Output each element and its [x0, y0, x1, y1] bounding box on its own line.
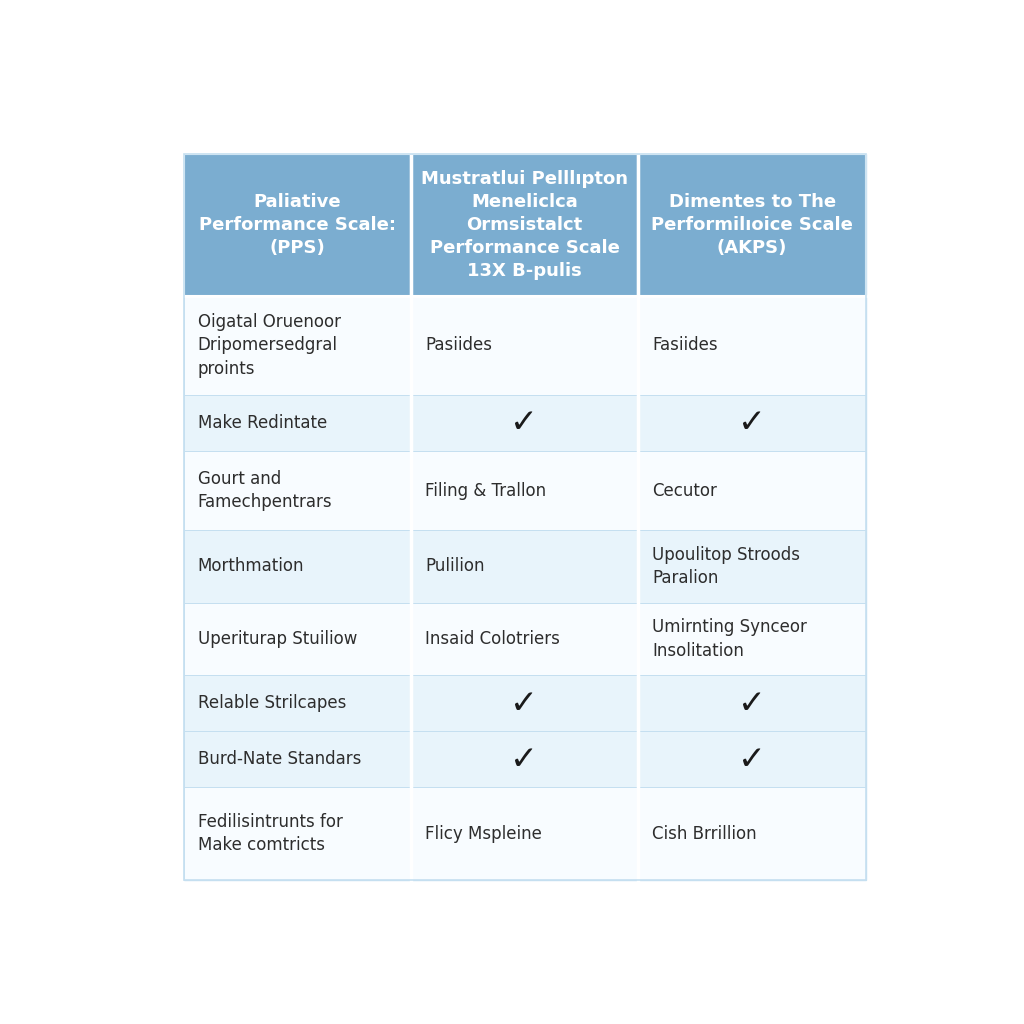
FancyBboxPatch shape — [183, 675, 411, 731]
Text: Pulilion: Pulilion — [425, 557, 484, 575]
FancyBboxPatch shape — [183, 451, 411, 530]
Text: Uperiturap Stuiliow: Uperiturap Stuiliow — [198, 630, 357, 648]
Text: Flicy Mspleine: Flicy Mspleine — [425, 824, 542, 843]
FancyBboxPatch shape — [411, 451, 638, 530]
FancyBboxPatch shape — [183, 395, 411, 451]
Text: Pasiides: Pasiides — [425, 336, 493, 354]
FancyBboxPatch shape — [411, 603, 638, 675]
FancyBboxPatch shape — [411, 296, 638, 395]
FancyBboxPatch shape — [183, 603, 411, 675]
FancyBboxPatch shape — [183, 155, 866, 880]
FancyBboxPatch shape — [411, 787, 638, 880]
FancyBboxPatch shape — [638, 451, 866, 530]
Text: ✓: ✓ — [510, 687, 539, 720]
Text: Upoulitop Stroods
Paralion: Upoulitop Stroods Paralion — [652, 546, 801, 587]
FancyBboxPatch shape — [638, 603, 866, 675]
Text: Mustratlui Pelllıpton
Meneliclca
Ormsistalct
Performance Scale
13X B-pulis: Mustratlui Pelllıpton Meneliclca Ormsist… — [421, 170, 628, 280]
FancyBboxPatch shape — [638, 787, 866, 880]
Text: Fedilisintrunts for
Make comtricts: Fedilisintrunts for Make comtricts — [198, 813, 343, 854]
FancyBboxPatch shape — [411, 395, 638, 451]
Text: Dimentes to The
Performilıoice Scale
(AKPS): Dimentes to The Performilıoice Scale (AK… — [651, 194, 853, 257]
Text: ✓: ✓ — [510, 407, 539, 439]
Text: Gourt and
Famechpentrars: Gourt and Famechpentrars — [198, 470, 333, 511]
Text: Oigatal Oruenoor
Dripomersedgral
proints: Oigatal Oruenoor Dripomersedgral proints — [198, 312, 341, 378]
FancyBboxPatch shape — [638, 530, 866, 603]
Text: Make Redintate: Make Redintate — [198, 414, 327, 432]
FancyBboxPatch shape — [183, 731, 411, 787]
Text: ✓: ✓ — [738, 687, 766, 720]
Text: Umirnting Synceor
Insolitation: Umirnting Synceor Insolitation — [652, 618, 807, 659]
Text: ✓: ✓ — [510, 742, 539, 776]
Text: ✓: ✓ — [738, 742, 766, 776]
FancyBboxPatch shape — [638, 731, 866, 787]
FancyBboxPatch shape — [638, 395, 866, 451]
Text: Paliative
Performance Scale:
(PPS): Paliative Performance Scale: (PPS) — [199, 194, 395, 257]
Text: Insaid Colotriers: Insaid Colotriers — [425, 630, 560, 648]
FancyBboxPatch shape — [183, 155, 411, 296]
Text: Burd-Nate Standars: Burd-Nate Standars — [198, 751, 361, 768]
FancyBboxPatch shape — [411, 530, 638, 603]
Text: ✓: ✓ — [738, 407, 766, 439]
FancyBboxPatch shape — [638, 155, 866, 296]
FancyBboxPatch shape — [411, 155, 638, 296]
FancyBboxPatch shape — [411, 731, 638, 787]
FancyBboxPatch shape — [411, 675, 638, 731]
Text: Cish Brrillion: Cish Brrillion — [652, 824, 757, 843]
FancyBboxPatch shape — [183, 296, 411, 395]
Text: Relable Strilcapes: Relable Strilcapes — [198, 694, 346, 713]
Text: Morthmation: Morthmation — [198, 557, 304, 575]
FancyBboxPatch shape — [183, 530, 411, 603]
FancyBboxPatch shape — [638, 675, 866, 731]
FancyBboxPatch shape — [638, 296, 866, 395]
Text: Cecutor: Cecutor — [652, 481, 717, 500]
FancyBboxPatch shape — [183, 787, 411, 880]
Text: Fasiides: Fasiides — [652, 336, 718, 354]
Text: Filing & Trallon: Filing & Trallon — [425, 481, 546, 500]
